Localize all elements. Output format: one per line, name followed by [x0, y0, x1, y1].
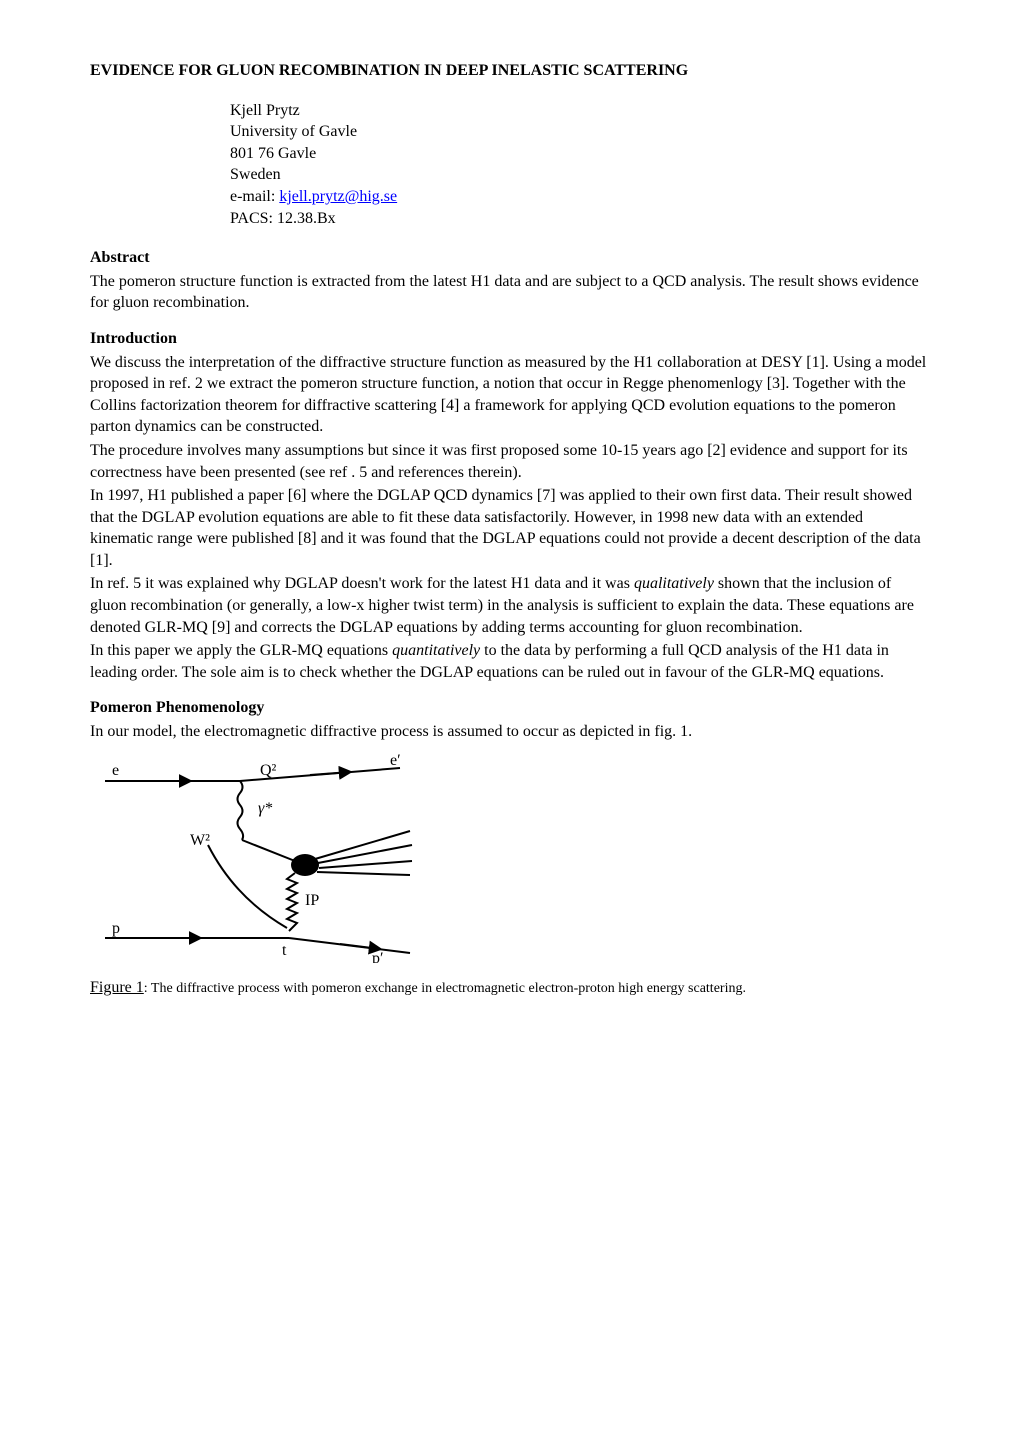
figure-1: e Q² e′ γ* W² IP p t p′: [90, 753, 930, 963]
intro-p4-pre: In ref. 5 it was explained why DGLAP doe…: [90, 575, 634, 592]
label-pprime: p′: [372, 950, 384, 963]
figure-1-sep: :: [144, 981, 151, 996]
intro-p5-em: quantitatively: [392, 642, 480, 659]
pomeron-para-1: In our model, the electromagnetic diffra…: [90, 721, 930, 743]
pomeron-heading: Pomeron Phenomenology: [90, 697, 930, 719]
intro-para-5: In this paper we apply the GLR-MQ equati…: [90, 640, 930, 683]
intro-p5-pre: In this paper we apply the GLR-MQ equati…: [90, 642, 392, 659]
abstract-text: The pomeron structure function is extrac…: [90, 271, 930, 314]
introduction-heading: Introduction: [90, 328, 930, 350]
author-pacs: PACS: 12.38.Bx: [230, 208, 930, 230]
label-p: p: [112, 920, 120, 937]
abstract-heading: Abstract: [90, 247, 930, 269]
author-address: 801 76 Gavle: [230, 143, 930, 165]
author-affiliation: University of Gavle: [230, 121, 930, 143]
author-country: Sweden: [230, 164, 930, 186]
intro-para-4: In ref. 5 it was explained why DGLAP doe…: [90, 573, 930, 638]
figure-1-caption-end: .: [742, 981, 746, 996]
author-email-link[interactable]: kjell.prytz@hig.se: [279, 188, 397, 205]
label-eprime: e′: [390, 753, 401, 769]
intro-para-2: The procedure involves many assumptions …: [90, 440, 930, 483]
paper-title: EVIDENCE FOR GLUON RECOMBINATION IN DEEP…: [90, 60, 930, 82]
figure-1-label: Figure 1: [90, 979, 144, 996]
label-t: t: [282, 942, 287, 959]
label-e: e: [112, 762, 119, 779]
intro-p4-em: qualitatively: [634, 575, 714, 592]
label-ip: IP: [305, 892, 319, 909]
author-name: Kjell Prytz: [230, 100, 930, 122]
figure-1-caption-text: The diffractive process with pomeron exc…: [151, 981, 743, 996]
figure-1-caption: Figure 1: The diffractive process with p…: [90, 977, 930, 999]
intro-para-1: We discuss the interpretation of the dif…: [90, 352, 930, 438]
label-gamma: γ*: [258, 800, 272, 817]
label-q2: Q²: [260, 762, 277, 779]
email-prefix: e-mail:: [230, 188, 279, 205]
author-block: Kjell Prytz University of Gavle 801 76 G…: [230, 100, 930, 230]
label-w2: W²: [190, 832, 210, 849]
author-email-line: e-mail: kjell.prytz@hig.se: [230, 186, 930, 208]
feynman-diagram-icon: e Q² e′ γ* W² IP p t p′: [90, 753, 430, 963]
intro-para-3: In 1997, H1 published a paper [6] where …: [90, 485, 930, 571]
